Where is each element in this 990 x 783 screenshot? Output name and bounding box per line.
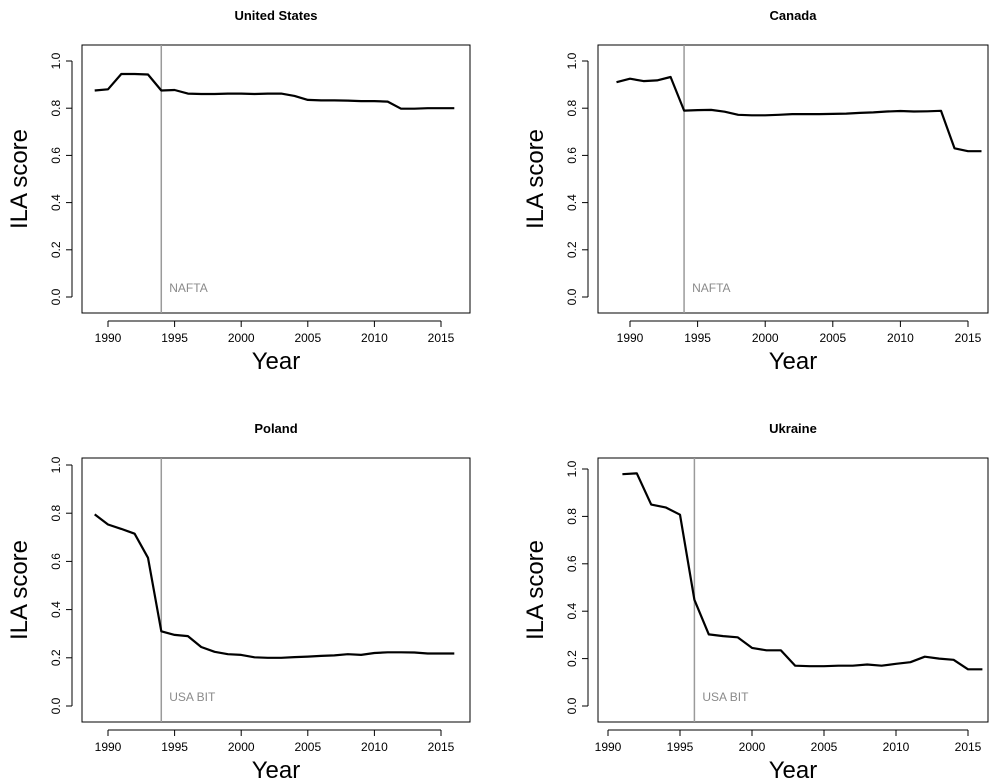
panel-title: Canada [770, 8, 818, 23]
x-tick-label: 2005 [294, 740, 321, 754]
y-tick-label: 0.8 [49, 505, 63, 522]
ila-score-line [622, 472, 983, 671]
x-tick-label: 2000 [228, 740, 255, 754]
ila-score-line [94, 72, 455, 110]
x-tick-label: 2010 [883, 740, 910, 754]
y-axis-label: ILA score [6, 129, 33, 229]
y-tick-label: 1.0 [49, 456, 63, 473]
y-tick-label: 0.6 [49, 553, 63, 570]
x-tick-label: 2010 [361, 331, 388, 345]
panel-ukraine: Ukraine 1990 1995 2000 2005 2010 2015 0.0 0.2 0.4… [522, 421, 989, 783]
y-tick-label: 0.2 [565, 241, 579, 258]
x-tick-label: 1995 [684, 331, 711, 345]
x-tick-label: 1995 [667, 740, 694, 754]
event-marker-label: USA BIT [169, 690, 216, 704]
panel-title: Ukraine [769, 421, 817, 436]
y-tick-label: 0.8 [565, 508, 579, 525]
x-tick-label: 1990 [617, 331, 644, 345]
x-tick-label: 2000 [752, 331, 779, 345]
y-axis-label: ILA score [522, 129, 549, 229]
y-tick-label: 0.0 [565, 697, 579, 714]
x-tick-label: 1995 [161, 331, 188, 345]
y-axis-label: ILA score [522, 540, 549, 640]
panel-title: United States [234, 8, 317, 23]
plot-frame [81, 44, 471, 314]
x-tick-label: 2010 [361, 740, 388, 754]
x-tick-label: 1990 [95, 740, 122, 754]
y-axis-label: ILA score [6, 540, 33, 640]
panel-united-states: United States 1990 1995 2000 2005 2010 2015 0.0… [6, 8, 471, 375]
plot-frame [597, 457, 989, 723]
x-tick-label: 2005 [819, 331, 846, 345]
y-tick-label: 0.6 [49, 147, 63, 164]
x-tick-label: 2010 [887, 331, 914, 345]
event-marker-label: NAFTA [692, 281, 730, 295]
panel-poland: Poland 1990 1995 2000 2005 2010 2015 0.0 0.2 0.4 0… [6, 421, 471, 783]
x-tick-label: 2015 [428, 331, 455, 345]
x-tick-label: 2000 [228, 331, 255, 345]
x-tick-label: 2015 [428, 740, 455, 754]
y-tick-label: 0.0 [49, 288, 63, 305]
x-axis-label: Year [769, 757, 818, 783]
y-tick-label: 0.8 [49, 100, 63, 117]
plot-frame [81, 457, 471, 723]
x-axis-label: Year [769, 348, 818, 375]
x-tick-label: 1990 [595, 740, 622, 754]
x-tick-label: 2005 [811, 740, 838, 754]
y-tick-label: 0.2 [49, 649, 63, 666]
y-tick-label: 0.6 [565, 147, 579, 164]
y-tick-label: 0.2 [49, 241, 63, 258]
y-tick-label: 0.0 [565, 288, 579, 305]
y-tick-label: 1.0 [565, 460, 579, 477]
ila-score-line [616, 75, 982, 153]
x-axis-label: Year [252, 348, 301, 375]
y-tick-label: 0.2 [565, 650, 579, 667]
ila-score-line [94, 513, 455, 659]
y-tick-label: 0.0 [49, 697, 63, 714]
y-tick-label: 0.4 [565, 603, 579, 620]
y-tick-label: 1.0 [49, 52, 63, 69]
y-tick-label: 0.4 [49, 194, 63, 211]
panel-canada: Canada 1990 1995 2000 2005 2010 2015 0.0 0.2 0.4 0… [522, 8, 989, 375]
x-tick-label: 2005 [294, 331, 321, 345]
x-tick-label: 1990 [95, 331, 122, 345]
y-tick-label: 1.0 [565, 52, 579, 69]
x-tick-label: 1995 [161, 740, 188, 754]
panel-title: Poland [254, 421, 297, 436]
y-tick-label: 0.4 [49, 601, 63, 618]
y-tick-label: 0.6 [565, 555, 579, 572]
x-axis-label: Year [252, 757, 301, 783]
x-tick-label: 2000 [739, 740, 766, 754]
event-marker-label: USA BIT [702, 690, 749, 704]
event-marker-label: NAFTA [169, 281, 207, 295]
y-tick-label: 0.8 [565, 100, 579, 117]
plot-frame [597, 44, 989, 314]
x-tick-label: 2015 [955, 331, 982, 345]
x-tick-label: 2015 [955, 740, 982, 754]
y-tick-label: 0.4 [565, 194, 579, 211]
